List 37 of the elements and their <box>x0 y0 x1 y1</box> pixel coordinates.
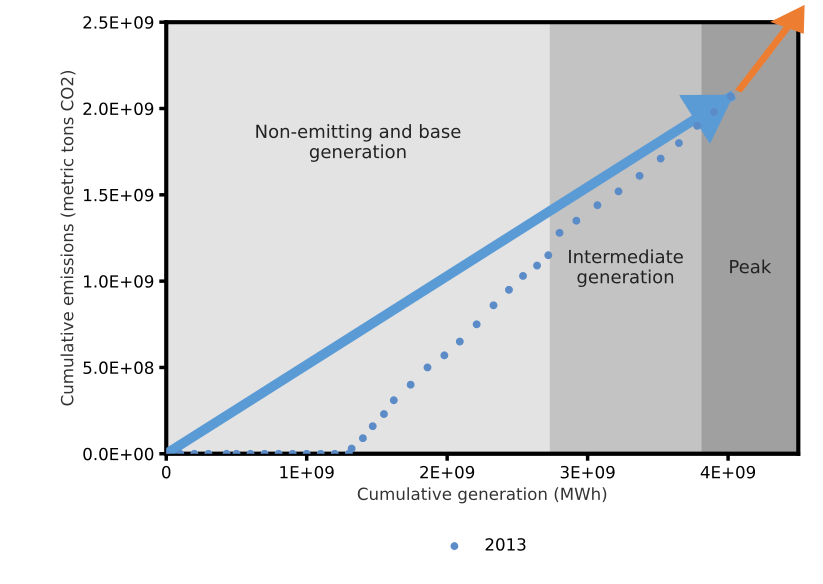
point <box>533 262 542 270</box>
point <box>674 139 683 147</box>
point <box>693 122 702 130</box>
point <box>556 228 564 237</box>
point <box>505 286 513 294</box>
x-tick-label: 2E+09 <box>420 466 474 478</box>
band-label: Intermediate generation <box>569 249 683 288</box>
point <box>726 92 735 100</box>
point <box>390 396 398 404</box>
point <box>472 320 481 328</box>
point <box>424 364 432 372</box>
point <box>656 154 665 163</box>
point <box>519 272 527 280</box>
point <box>572 216 580 225</box>
y-tick-label: 5.0E+08 <box>84 361 154 374</box>
point <box>636 172 644 180</box>
point <box>490 301 498 310</box>
point <box>440 351 448 360</box>
point <box>544 251 552 260</box>
point <box>614 187 622 196</box>
y-tick-label: 2.0E+09 <box>83 102 154 116</box>
x-tick-label: 4E+09 <box>700 466 756 478</box>
point <box>594 201 602 210</box>
y-tick-label: 2.5E+09 <box>83 16 154 29</box>
band-label: Non-emitting and base generation <box>256 124 460 162</box>
point <box>456 338 464 346</box>
band-label: Peak <box>730 259 772 274</box>
y-axis-title: Cumulative emissions (metric tons CO2) <box>60 70 76 406</box>
legend-label: 2013 <box>486 538 526 551</box>
x-axis-title: Cumulative generation (MWh) <box>358 487 606 504</box>
x-tick-label: 0 <box>162 466 170 478</box>
x-tick-label: 1E+09 <box>280 466 334 478</box>
y-tick-label: 0.0E+00 <box>83 448 154 460</box>
y-tick-label: 1.5E+09 <box>84 188 154 202</box>
x-tick-label: 3E+09 <box>560 466 615 478</box>
point <box>406 380 415 389</box>
y-tick-label: 1.0E+09 <box>84 275 154 288</box>
